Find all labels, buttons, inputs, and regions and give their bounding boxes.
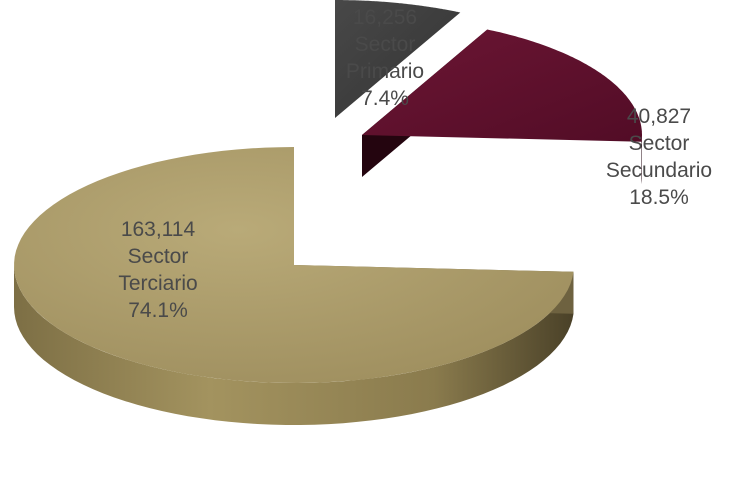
slice-percent: 18.5% bbox=[629, 186, 689, 209]
slice-name-line: Primario bbox=[345, 60, 425, 83]
slice-percent: 7.4% bbox=[361, 87, 409, 110]
pie-slice-top-terciario bbox=[14, 147, 574, 383]
slice-name-line: Sector bbox=[127, 245, 189, 268]
slice-value: 16,256 bbox=[352, 6, 418, 29]
pie-slice-terciario bbox=[14, 147, 574, 425]
pie-slice-secundario bbox=[362, 29, 642, 184]
slice-name-line: Secundario bbox=[605, 159, 713, 182]
pie-slice-side-terciario bbox=[14, 265, 574, 425]
pie-slice-primario bbox=[335, 0, 461, 118]
slice-label-terciario: 163,114 Sector Terciario 74.1% bbox=[88, 216, 228, 324]
slice-name-line: Terciario bbox=[118, 272, 198, 295]
slice-label-primario: 16,256 Sector Primario 7.4% bbox=[325, 4, 445, 112]
slice-value: 163,114 bbox=[120, 218, 196, 241]
pie-slice-top-secundario bbox=[362, 29, 642, 142]
pie-slice-top-primario bbox=[335, 0, 461, 118]
slice-label-secundario: 40,827 Sector Secundario 18.5% bbox=[590, 103, 728, 211]
slice-percent: 74.1% bbox=[128, 299, 188, 322]
pie-slice-side-secundario bbox=[641, 135, 642, 184]
slice-value: 40,827 bbox=[626, 105, 692, 128]
slice-name-line: Sector bbox=[628, 132, 690, 155]
slice-name-line: Sector bbox=[354, 33, 416, 56]
